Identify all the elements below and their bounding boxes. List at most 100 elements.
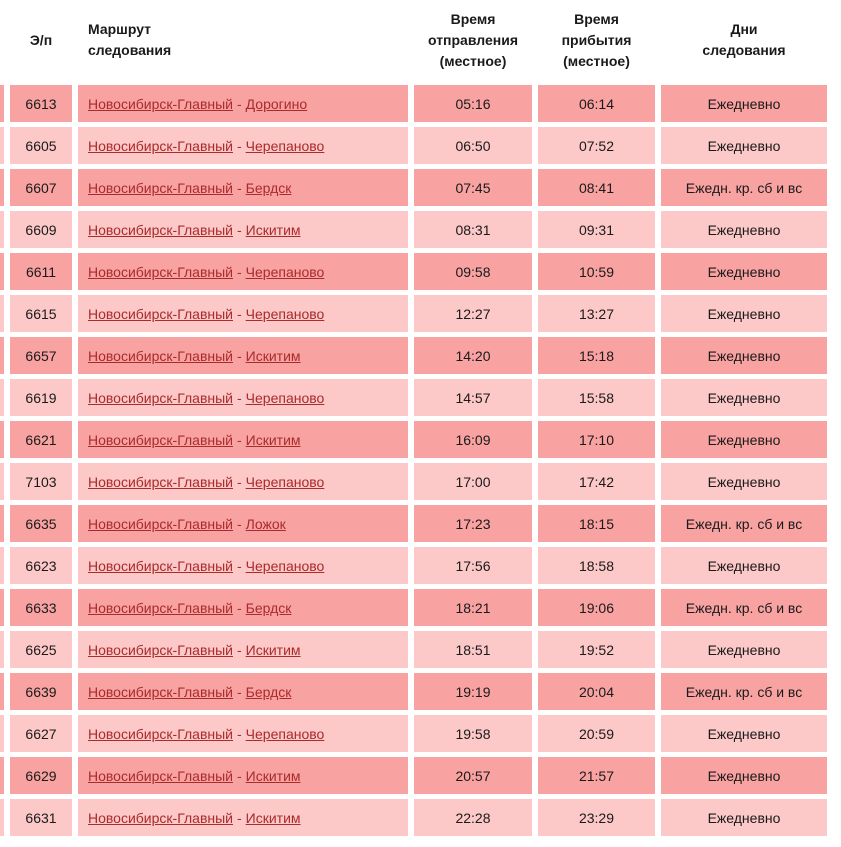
route: Новосибирск-Главный - Искитим bbox=[78, 799, 408, 836]
destination-station-link[interactable]: Бердск bbox=[245, 683, 292, 700]
train-number: 6633 bbox=[10, 589, 72, 626]
row-edge-decoration bbox=[0, 757, 4, 794]
destination-station-link[interactable]: Дорогино bbox=[245, 95, 308, 112]
origin-station-link[interactable]: Новосибирск-Главный bbox=[88, 389, 233, 406]
row-edge-decoration bbox=[0, 673, 4, 710]
origin-station-link[interactable]: Новосибирск-Главный bbox=[88, 557, 233, 574]
operating-days: Ежедневно bbox=[661, 421, 827, 458]
operating-days: Ежедневно bbox=[661, 253, 827, 290]
train-number: 6619 bbox=[10, 379, 72, 416]
train-number: 6629 bbox=[10, 757, 72, 794]
origin-station-link[interactable]: Новосибирск-Главный bbox=[88, 725, 233, 742]
row-edge-decoration bbox=[0, 253, 4, 290]
table-row: 6635 Новосибирск-Главный - Ложок 17:23 18:… bbox=[0, 505, 827, 542]
origin-station-link[interactable]: Новосибирск-Главный bbox=[88, 641, 233, 658]
origin-station-link[interactable]: Новосибирск-Главный bbox=[88, 431, 233, 448]
origin-station-link[interactable]: Новосибирск-Главный bbox=[88, 599, 233, 616]
column-header-operating-days: Дни следования bbox=[702, 21, 786, 58]
origin-station-link[interactable]: Новосибирск-Главный bbox=[88, 515, 233, 532]
table-row: 6623 Новосибирск-Главный - Черепаново 17:5… bbox=[0, 547, 827, 584]
train-number: 6631 bbox=[10, 799, 72, 836]
train-number: 6623 bbox=[10, 547, 72, 584]
table-row: 6605 Новосибирск-Главный - Черепаново 06:5… bbox=[0, 127, 827, 164]
header-row: Э/п Маршрут следования Время отправления… bbox=[0, 0, 827, 80]
departure-time: 19:19 bbox=[414, 673, 532, 710]
route-separator: - bbox=[237, 389, 242, 406]
destination-station-link[interactable]: Искитим bbox=[245, 767, 301, 784]
origin-station-link[interactable]: Новосибирск-Главный bbox=[88, 809, 233, 826]
origin-station-link[interactable]: Новосибирск-Главный bbox=[88, 473, 233, 490]
operating-days: Ежедн. кр. сб и вс bbox=[661, 505, 827, 542]
destination-station-link[interactable]: Черепаново bbox=[245, 389, 325, 406]
destination-station-link[interactable]: Бердск bbox=[245, 599, 292, 616]
operating-days: Ежедневно bbox=[661, 295, 827, 332]
column-header-arrival-time: Время прибытия (местное) bbox=[561, 10, 632, 69]
train-number: 6605 bbox=[10, 127, 72, 164]
destination-station-link[interactable]: Ложок bbox=[245, 515, 286, 532]
destination-station-link[interactable]: Черепаново bbox=[245, 137, 325, 154]
route: Новосибирск-Главный - Искитим bbox=[78, 631, 408, 668]
arrival-time: 09:31 bbox=[538, 211, 655, 248]
origin-station-link[interactable]: Новосибирск-Главный bbox=[88, 683, 233, 700]
row-edge-decoration bbox=[0, 715, 4, 752]
table-row: 6639 Новосибирск-Главный - Бердск 19:19 20… bbox=[0, 673, 827, 710]
operating-days: Ежедневно bbox=[661, 211, 827, 248]
arrival-time: 18:58 bbox=[538, 547, 655, 584]
route-separator: - bbox=[237, 683, 242, 700]
row-edge-decoration bbox=[0, 211, 4, 248]
operating-days: Ежедн. кр. сб и вс bbox=[661, 673, 827, 710]
origin-station-link[interactable]: Новосибирск-Главный bbox=[88, 137, 233, 154]
departure-time: 17:00 bbox=[414, 463, 532, 500]
route-separator: - bbox=[237, 557, 242, 574]
destination-station-link[interactable]: Искитим bbox=[245, 431, 301, 448]
edge-spacer bbox=[0, 0, 4, 80]
table-row: 6633 Новосибирск-Главный - Бердск 18:21 19… bbox=[0, 589, 827, 626]
table-row: 6615 Новосибирск-Главный - Черепаново 12:2… bbox=[0, 295, 827, 332]
departure-time: 20:57 bbox=[414, 757, 532, 794]
destination-station-link[interactable]: Искитим bbox=[245, 641, 301, 658]
origin-station-link[interactable]: Новосибирск-Главный bbox=[88, 179, 233, 196]
destination-station-link[interactable]: Бердск bbox=[245, 179, 292, 196]
arrival-time: 06:14 bbox=[538, 85, 655, 122]
train-number: 6621 bbox=[10, 421, 72, 458]
column-header-train-number: Э/п bbox=[29, 31, 53, 48]
origin-station-link[interactable]: Новосибирск-Главный bbox=[88, 767, 233, 784]
row-edge-decoration bbox=[0, 505, 4, 542]
origin-station-link[interactable]: Новосибирск-Главный bbox=[88, 305, 233, 322]
route-separator: - bbox=[237, 473, 242, 490]
route: Новосибирск-Главный - Искитим bbox=[78, 421, 408, 458]
origin-station-link[interactable]: Новосибирск-Главный bbox=[88, 221, 233, 238]
operating-days: Ежедневно bbox=[661, 715, 827, 752]
destination-station-link[interactable]: Черепаново bbox=[245, 725, 325, 742]
destination-station-link[interactable]: Черепаново bbox=[245, 305, 325, 322]
destination-station-link[interactable]: Черепаново bbox=[245, 473, 325, 490]
route: Новосибирск-Главный - Искитим bbox=[78, 337, 408, 374]
route-separator: - bbox=[237, 725, 242, 742]
destination-station-link[interactable]: Искитим bbox=[245, 809, 301, 826]
origin-station-link[interactable]: Новосибирск-Главный bbox=[88, 95, 233, 112]
row-edge-decoration bbox=[0, 631, 4, 668]
destination-station-link[interactable]: Искитим bbox=[245, 221, 301, 238]
operating-days: Ежедневно bbox=[661, 547, 827, 584]
route: Новосибирск-Главный - Черепаново bbox=[78, 463, 408, 500]
column-header-route: Маршрут следования bbox=[88, 21, 172, 58]
route-separator: - bbox=[237, 305, 242, 322]
arrival-time: 20:59 bbox=[538, 715, 655, 752]
train-number: 7103 bbox=[10, 463, 72, 500]
row-edge-decoration bbox=[0, 337, 4, 374]
train-number: 6611 bbox=[10, 253, 72, 290]
row-edge-decoration bbox=[0, 589, 4, 626]
destination-station-link[interactable]: Искитим bbox=[245, 347, 301, 364]
destination-station-link[interactable]: Черепаново bbox=[245, 263, 325, 280]
origin-station-link[interactable]: Новосибирск-Главный bbox=[88, 263, 233, 280]
origin-station-link[interactable]: Новосибирск-Главный bbox=[88, 347, 233, 364]
route: Новосибирск-Главный - Черепаново bbox=[78, 295, 408, 332]
route: Новосибирск-Главный - Бердск bbox=[78, 589, 408, 626]
arrival-time: 19:06 bbox=[538, 589, 655, 626]
arrival-time: 10:59 bbox=[538, 253, 655, 290]
arrival-time: 15:18 bbox=[538, 337, 655, 374]
destination-station-link[interactable]: Черепаново bbox=[245, 557, 325, 574]
departure-time: 18:21 bbox=[414, 589, 532, 626]
column-header-departure-time: Время отправления (местное) bbox=[427, 10, 518, 69]
